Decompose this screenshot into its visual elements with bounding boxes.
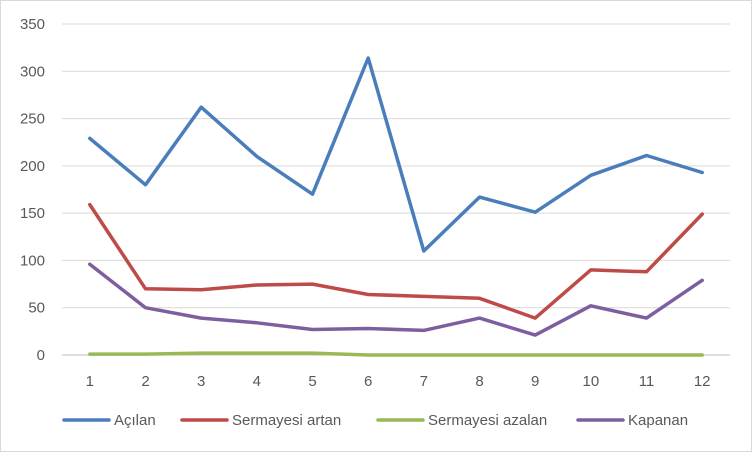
y-axis-tick-labels: 0 50 100 150 200 250 300 350 — [20, 16, 45, 364]
x-tick-label: 7 — [420, 373, 428, 390]
x-tick-label: 9 — [531, 373, 539, 390]
y-tick-label: 350 — [20, 16, 45, 33]
legend-item: Kapanan — [576, 412, 688, 429]
x-tick-label: 6 — [364, 373, 372, 390]
legend-label: Açılan — [114, 412, 156, 429]
legend-label: Sermayesi artan — [232, 412, 341, 429]
y-tick-label: 50 — [28, 300, 45, 317]
y-tick-label: 300 — [20, 63, 45, 80]
x-axis-tick-labels: 1 2 3 4 5 6 7 8 9 10 11 12 — [86, 373, 711, 390]
series-line-3 — [88, 351, 704, 357]
legend-label: Kapanan — [628, 412, 688, 429]
series-line-1 — [88, 56, 704, 253]
y-tick-label: 150 — [20, 205, 45, 222]
y-tick-label: 100 — [20, 252, 45, 269]
x-tick-label: 11 — [639, 373, 655, 390]
y-tick-label: 200 — [20, 158, 45, 175]
x-tick-label: 2 — [141, 373, 149, 390]
y-tick-label: 250 — [20, 111, 45, 128]
x-tick-label: 5 — [308, 373, 316, 390]
x-tick-label: 12 — [694, 373, 711, 390]
x-tick-label: 10 — [582, 373, 599, 390]
y-tick-label: 0 — [37, 347, 45, 364]
x-tick-label: 8 — [475, 373, 483, 390]
series-lines — [88, 56, 704, 357]
legend-item: Açılan — [62, 412, 156, 429]
series-line-4 — [88, 262, 704, 337]
legend-item: Sermayesi artan — [180, 412, 341, 429]
x-tick-label: 3 — [197, 373, 205, 390]
x-tick-label: 4 — [253, 373, 261, 390]
legend-label: Sermayesi azalan — [428, 412, 547, 429]
series-line-2 — [88, 202, 704, 320]
legend: Açılan Sermayesi artan Sermayesi azalan Kap… — [62, 412, 688, 429]
x-tick-label: 1 — [86, 373, 94, 390]
gridlines — [62, 23, 730, 356]
legend-item: Sermayesi azalan — [376, 412, 547, 429]
